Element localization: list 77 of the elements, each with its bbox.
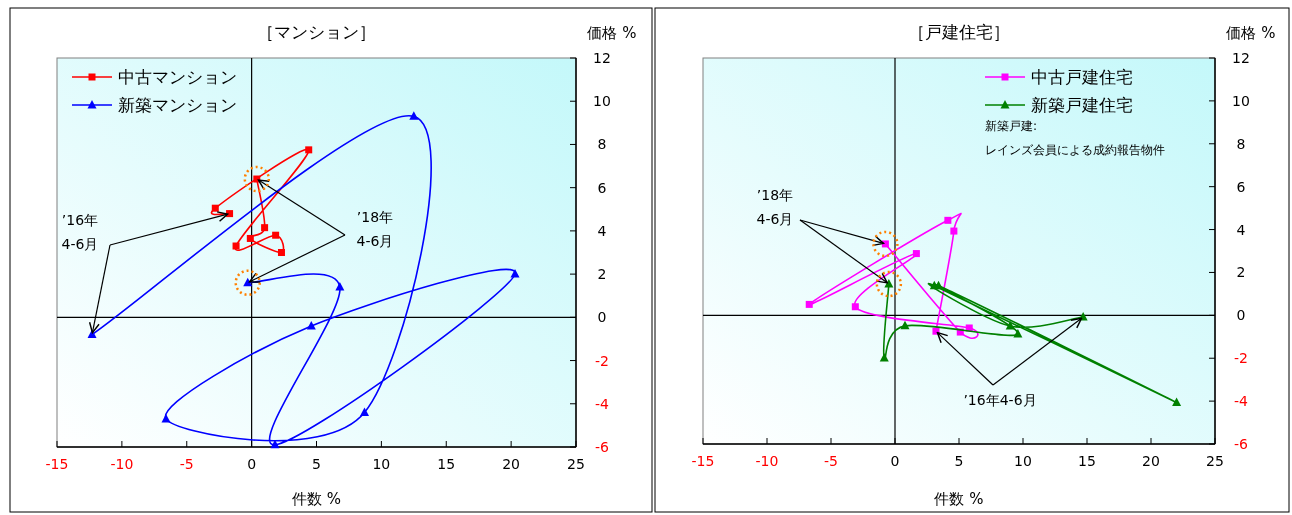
x-tick-label: -5 — [179, 456, 194, 472]
point — [272, 231, 280, 239]
y-tick-label: -2 — [1234, 350, 1248, 367]
x-tick-label: -15 — [691, 453, 715, 469]
y-tick-label: -6 — [1234, 436, 1249, 452]
point — [409, 111, 419, 120]
point — [211, 204, 219, 212]
annotation: ’18年 4-6月 — [356, 209, 394, 249]
y-tick-label: 0 — [1236, 307, 1246, 324]
x-tick-label: 20 — [1142, 453, 1160, 469]
x-tick-label: -5 — [824, 453, 838, 469]
y-tick-label: 4 — [597, 222, 607, 239]
point — [944, 216, 952, 224]
y-tick-label: 4 — [1236, 221, 1246, 238]
point — [805, 300, 813, 308]
point — [950, 227, 958, 235]
y-tick-label: 8 — [1236, 135, 1246, 152]
y-tick-label: 10 — [593, 93, 611, 110]
y-tick-label: 12 — [1232, 50, 1250, 66]
x-tick-label: 5 — [954, 453, 964, 469]
x-tick-label: 25 — [1206, 453, 1224, 469]
point — [1172, 397, 1182, 407]
x-tick-label: -10 — [755, 453, 779, 469]
point — [510, 269, 520, 278]
point — [305, 146, 313, 154]
point — [360, 407, 370, 416]
y-axis-title: 価格 % — [1226, 24, 1276, 42]
chart-title: ［マンション］ — [257, 22, 376, 42]
y-tick-label: 2 — [1236, 264, 1246, 281]
x-tick-label: 10 — [1014, 453, 1032, 469]
point — [1005, 321, 1015, 330]
legend-label: 中古マンション — [118, 67, 237, 87]
annotation: ’16年4-6月 — [963, 392, 1037, 408]
point — [879, 353, 889, 362]
point — [277, 249, 285, 256]
y-tick-label: -4 — [595, 395, 610, 412]
annotation: 新築戸建: レインズ会員による成約報告物件 — [985, 119, 1165, 157]
x-tick-label: 5 — [312, 456, 321, 472]
point — [261, 224, 269, 232]
x-tick-label: 25 — [567, 456, 585, 472]
y-tick-label: 6 — [597, 179, 607, 196]
x-axis-title: 件数 % — [934, 490, 984, 508]
x-tick-label: -10 — [110, 456, 134, 472]
annotation: ’18年 4-6月 — [756, 187, 794, 227]
legend-label: 中古戸建住宅 — [1031, 67, 1133, 87]
point — [335, 282, 345, 291]
annotation: ’18年 4-6月 — [248, 179, 394, 283]
y-tick-label: 8 — [597, 136, 607, 153]
y-tick-label: -6 — [595, 439, 610, 455]
x-tick-label: 15 — [437, 456, 456, 472]
chart-title: ［戸建住宅］ — [908, 22, 1010, 42]
point — [912, 250, 920, 258]
y-tick-label: -4 — [1234, 393, 1249, 410]
y-tick-label: 10 — [1232, 92, 1250, 109]
legend-label: 新築戸建住宅 — [1031, 95, 1133, 115]
x-tick-label: 15 — [1078, 453, 1096, 469]
y-tick-label: 2 — [597, 266, 607, 283]
y-tick-label: 0 — [597, 309, 607, 326]
x-tick-label: 0 — [247, 456, 257, 472]
x-axis-title: 件数 % — [291, 490, 342, 508]
y-tick-label: 6 — [1236, 178, 1246, 195]
legend-label: 新築マンション — [118, 95, 237, 115]
x-tick-label: 20 — [502, 456, 521, 472]
x-tick-label: 0 — [890, 453, 900, 469]
point — [246, 234, 254, 242]
y-tick-label: 12 — [593, 50, 611, 66]
y-tick-label: -2 — [595, 352, 609, 369]
annotation: ’16年 4-6月 — [61, 211, 229, 334]
point — [232, 242, 240, 250]
y-axis-title: 価格 % — [587, 24, 637, 42]
x-tick-label: 10 — [372, 456, 391, 472]
annotation: ’16年 4-6月 — [61, 212, 99, 252]
point — [851, 303, 859, 311]
annotation: ’18年 4-6月 — [756, 187, 888, 284]
annotation: ’16年4-6月 — [936, 317, 1083, 408]
point — [306, 320, 316, 330]
x-tick-label: -15 — [45, 456, 69, 472]
